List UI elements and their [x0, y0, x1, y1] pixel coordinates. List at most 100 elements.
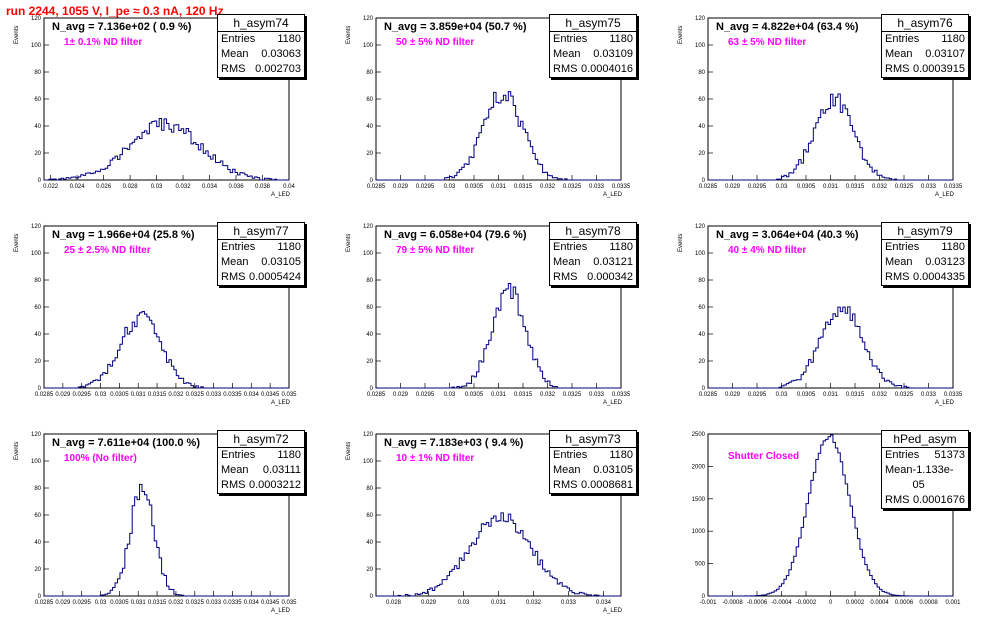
y-tick-label: 80 [698, 70, 705, 76]
x-tick-label: 0.03 [776, 392, 788, 398]
y-tick-label: 20 [366, 359, 373, 365]
x-tick-label: -0.0006 [747, 600, 768, 606]
filter-label: 10 ± 1% ND filter [396, 453, 475, 464]
stats-row: Entries 1180 [218, 240, 304, 255]
filter-label: 100% (No filter) [64, 453, 137, 464]
histogram-panel: 0.0285 0.029 0.0295 0.03 0.0305 0.031 0.0315 0.… [14, 222, 305, 406]
y-tick-label: 100 [363, 43, 374, 49]
stats-value: 1180 [609, 241, 633, 253]
x-tick-label: 0.0335 [223, 600, 242, 606]
y-tick-label: 20 [698, 151, 705, 157]
y-tick-label: 40 [34, 332, 41, 338]
stats-row: Mean 0.03123 [882, 255, 968, 270]
stats-row: Entries 1180 [218, 448, 304, 463]
y-tick-label: 20 [34, 567, 41, 573]
x-tick-label: 0.0285 [367, 392, 386, 398]
x-tick-label: -0.0004 [771, 600, 792, 606]
y-tick-label: 120 [31, 432, 42, 438]
stats-row: Entries 1180 [882, 32, 968, 47]
x-axis-title: A_LED [603, 192, 623, 198]
x-tick-label: 0.033 [921, 184, 937, 190]
histogram-plot: 0.0285 0.029 0.0295 0.03 0.0305 0.031 0.0315 0.… [695, 224, 963, 398]
x-tick-label: 0.0295 [73, 392, 92, 398]
y-tick-label: 80 [366, 278, 373, 284]
x-tick-label: 0.0315 [846, 392, 865, 398]
stats-row: Mean 0.03111 [218, 463, 304, 478]
y-tick-label: 20 [366, 151, 373, 157]
y-tick-label: 60 [366, 97, 373, 103]
stats-key: Entries [221, 241, 256, 253]
y-tick-label: 0 [38, 594, 42, 600]
stats-value: 1180 [609, 33, 633, 45]
y-tick-label: 500 [695, 562, 706, 568]
histogram-series [44, 310, 289, 389]
stats-box: h_asym79 Entries 1180 Mean 0.03123 RMS 0.00043… [881, 222, 969, 286]
x-tick-label: 0 [829, 600, 833, 606]
stats-row: Mean 0.03109 [550, 47, 636, 62]
histogram-name: h_asym73 [550, 431, 636, 448]
histogram-name: h_asym77 [218, 223, 304, 240]
stats-value: 0.0008681 [581, 479, 633, 491]
stats-value: 0.0003212 [249, 479, 301, 491]
x-axis-title: A_LED [271, 192, 291, 198]
y-axis-title: Events [346, 441, 352, 460]
x-tick-label: 0.032 [872, 184, 888, 190]
x-tick-label: 0.0345 [261, 392, 280, 398]
x-tick-label: 0.038 [255, 184, 271, 190]
stats-value: 0.0005424 [249, 271, 301, 283]
x-tick-label: 0.0295 [748, 392, 767, 398]
x-tick-label: 0.03 [151, 184, 163, 190]
stats-box: h_asym76 Entries 1180 Mean 0.03107 RMS 0.00039… [881, 14, 969, 78]
stats-value: 0.03121 [593, 256, 633, 268]
y-tick-label: 100 [695, 251, 706, 257]
stats-key: Mean [885, 464, 913, 476]
x-tick-label: 0.033 [921, 392, 937, 398]
histogram-plot: 0.022 0.024 0.026 0.028 0.03 0.032 0.034 0.036 0… [31, 16, 296, 190]
x-tick-label: 0.029 [421, 600, 437, 606]
y-tick-label: 100 [363, 459, 374, 465]
x-tick-label: 0.033 [589, 392, 605, 398]
stats-key: Mean [221, 48, 249, 60]
y-tick-label: 120 [363, 224, 374, 230]
x-tick-label: 0.03 [444, 392, 456, 398]
x-tick-label: 0.032 [168, 392, 184, 398]
x-tick-label: 0.0305 [797, 184, 816, 190]
x-tick-label: 0.04 [283, 184, 295, 190]
histogram-series [708, 306, 953, 389]
histogram-plot: 0.0285 0.029 0.0295 0.03 0.0305 0.031 0.0315 0.… [363, 224, 631, 398]
x-tick-label: 0.0335 [612, 392, 631, 398]
x-tick-label: 0.0325 [895, 392, 914, 398]
x-tick-label: 0.0285 [699, 392, 718, 398]
navg-label: N_avg = 7.183e+03 ( 9.4 %) [384, 437, 524, 449]
stats-value: 1180 [277, 449, 301, 461]
x-tick-label: 0.0285 [35, 392, 54, 398]
stats-key: Mean [553, 48, 581, 60]
histogram-series [376, 512, 621, 597]
histogram-panel: 0.028 0.029 0.03 0.031 0.032 0.033 0.034 0 20 40 6… [346, 430, 637, 614]
histogram-panel: 0.0285 0.029 0.0295 0.03 0.0305 0.031 0.0315 0.… [346, 222, 637, 406]
y-tick-label: 120 [363, 432, 374, 438]
stats-row: Mean 0.03121 [550, 255, 636, 270]
x-tick-label: 0.0335 [944, 184, 963, 190]
stats-key: Entries [885, 33, 920, 45]
y-tick-label: 120 [31, 16, 42, 22]
y-tick-label: 0 [702, 178, 706, 184]
stats-value: 51373 [934, 449, 965, 461]
y-tick-label: 0 [370, 594, 374, 600]
histogram-series [44, 118, 289, 181]
y-axis-title: Events [14, 25, 20, 44]
y-tick-label: 0 [38, 178, 42, 184]
x-tick-label: 0.0325 [563, 184, 582, 190]
y-tick-label: 0 [370, 178, 374, 184]
y-tick-label: 40 [34, 124, 41, 130]
y-tick-label: 120 [363, 16, 374, 22]
x-axis-title: A_LED [935, 400, 955, 406]
y-tick-label: 60 [34, 97, 41, 103]
stats-value: 0.03105 [593, 464, 633, 476]
x-tick-label: 0.0315 [148, 392, 167, 398]
stats-value: 0.000342 [587, 271, 633, 283]
stats-value: 0.0004016 [581, 63, 633, 75]
y-axis-title: Events [678, 233, 684, 252]
filter-label: 40 ± 4% ND filter [728, 245, 807, 256]
stats-row: Mean 0.03105 [218, 255, 304, 270]
